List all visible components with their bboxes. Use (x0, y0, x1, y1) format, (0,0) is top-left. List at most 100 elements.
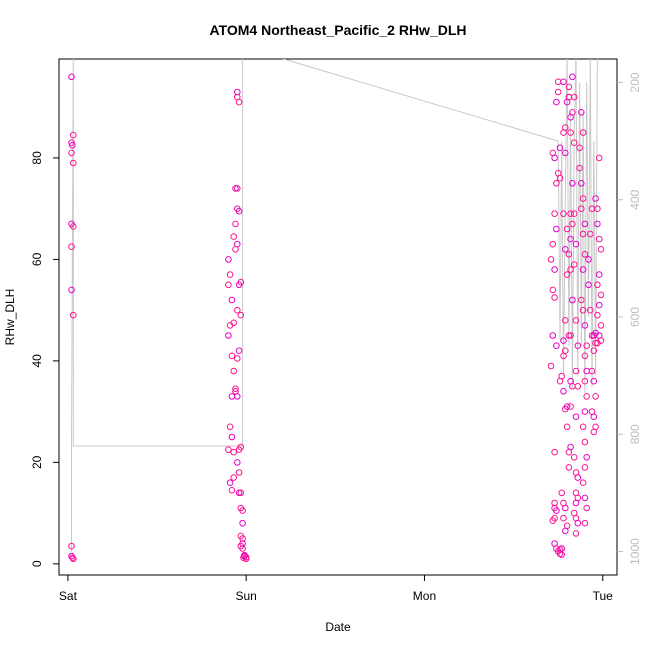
data-point (588, 367, 596, 375)
data-point (70, 311, 77, 319)
data-point (581, 519, 589, 527)
data-point (569, 73, 576, 81)
data-point (595, 271, 603, 278)
data-point (235, 469, 243, 476)
data-point (239, 535, 246, 542)
data-point (590, 413, 598, 421)
data-point (567, 114, 574, 121)
data-point (558, 545, 566, 552)
data-point (562, 527, 569, 535)
data-point (595, 154, 603, 162)
data-point (556, 144, 564, 152)
data-point (68, 542, 75, 550)
data-point (567, 332, 574, 339)
data-point (230, 448, 237, 456)
data-point (592, 393, 599, 400)
data-point (228, 296, 236, 304)
data-point (572, 367, 580, 375)
data-point (551, 448, 558, 456)
data-point (578, 180, 585, 187)
data-point (585, 281, 592, 289)
data-point (597, 246, 605, 253)
data-point (583, 393, 591, 400)
data-point (574, 519, 582, 527)
data-point (567, 266, 574, 273)
data-point (562, 347, 569, 355)
data-point (581, 408, 589, 415)
data-point (592, 195, 599, 202)
y2-tick-label-3: 800 (628, 424, 642, 444)
data-point (570, 139, 578, 146)
data-point (581, 322, 589, 329)
data-point (576, 164, 583, 172)
data-point (578, 205, 585, 212)
data-point (234, 306, 241, 314)
data-point (553, 180, 560, 187)
data-point (594, 205, 601, 212)
y-axis-label: RHw_DLH (3, 289, 17, 346)
data-point (241, 551, 248, 559)
data-point (567, 235, 574, 243)
data-point (595, 235, 603, 243)
data-point (587, 230, 594, 238)
data-point (69, 554, 76, 562)
data-point (581, 377, 589, 385)
data-point (549, 332, 557, 339)
x-tick-label-2: Mon (413, 589, 436, 603)
data-point (579, 423, 587, 431)
data-point (551, 210, 558, 217)
data-point (232, 385, 239, 393)
data-point (572, 240, 580, 248)
data-point (574, 342, 582, 350)
data-point (581, 464, 589, 471)
data-point (553, 225, 560, 233)
data-point (560, 388, 567, 395)
y-tick-label-0: 0 (30, 560, 44, 567)
data-point (565, 83, 573, 91)
data-point (578, 109, 585, 116)
data-point (560, 514, 567, 522)
data-point (579, 195, 587, 202)
data-point (563, 423, 571, 431)
data-point (239, 545, 246, 552)
data-point (565, 464, 573, 471)
data-point (567, 403, 574, 410)
data-point (590, 377, 598, 385)
data-point (572, 413, 580, 421)
data-point (560, 78, 567, 86)
data-point (560, 210, 567, 217)
data-point (579, 266, 587, 273)
y2-tick-label-1: 400 (628, 189, 642, 209)
data-point (554, 88, 562, 96)
data-point (234, 459, 241, 466)
data-point (237, 311, 245, 319)
data-point (597, 291, 605, 299)
secondary-series-line (71, 59, 598, 552)
data-point (68, 286, 75, 294)
data-point (554, 78, 562, 86)
data-point (583, 504, 591, 512)
data-point (570, 93, 578, 101)
data-point (579, 129, 587, 136)
data-point (570, 261, 578, 268)
data-point (594, 311, 601, 319)
data-point (581, 220, 589, 228)
data-point (594, 220, 601, 228)
data-point (595, 301, 603, 309)
data-point (551, 499, 558, 507)
data-point (590, 428, 598, 436)
x-axis-label: Date (325, 620, 351, 634)
data-point (235, 347, 243, 355)
data-point (579, 306, 587, 314)
data-point (549, 286, 557, 294)
data-point (68, 149, 75, 157)
data-point (68, 243, 75, 250)
data-point (225, 446, 232, 454)
data-point (562, 124, 569, 131)
data-point (572, 317, 580, 324)
data-point (574, 383, 582, 390)
y-tick-label-1: 20 (30, 455, 44, 469)
data-point (579, 479, 587, 487)
data-point (232, 220, 239, 228)
